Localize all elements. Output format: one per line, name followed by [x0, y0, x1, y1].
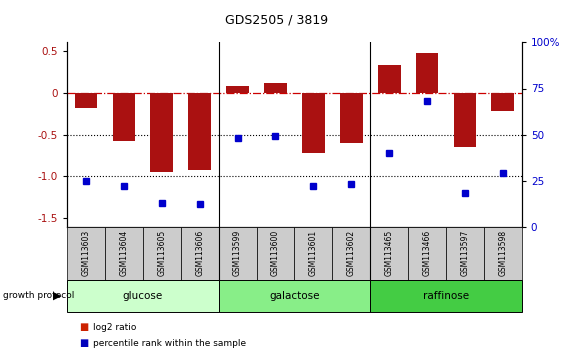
Text: percentile rank within the sample: percentile rank within the sample [93, 339, 247, 348]
Bar [188, 93, 211, 170]
Bar [484, 227, 522, 280]
Bar [491, 93, 514, 111]
Text: GDS2505 / 3819: GDS2505 / 3819 [226, 13, 328, 27]
Text: ■: ■ [79, 338, 88, 348]
Text: galactose: galactose [269, 291, 319, 301]
Text: GSM113602: GSM113602 [347, 230, 356, 276]
Bar [370, 227, 408, 280]
Text: GSM113466: GSM113466 [423, 230, 431, 276]
Text: GSM113605: GSM113605 [157, 230, 166, 276]
Bar [219, 280, 370, 312]
Text: growth protocol: growth protocol [3, 291, 74, 300]
Bar [150, 93, 173, 172]
Bar [378, 65, 401, 93]
Bar [454, 93, 476, 147]
Text: GSM113601: GSM113601 [309, 230, 318, 276]
Text: GSM113603: GSM113603 [82, 230, 90, 276]
Bar [143, 227, 181, 280]
Bar [113, 93, 135, 141]
Text: raffinose: raffinose [423, 291, 469, 301]
Bar [332, 227, 370, 280]
Bar [302, 93, 325, 153]
Text: log2 ratio: log2 ratio [93, 323, 136, 332]
Bar [181, 227, 219, 280]
Bar [257, 227, 294, 280]
Bar [105, 227, 143, 280]
Text: GSM113606: GSM113606 [195, 230, 204, 276]
Text: ■: ■ [79, 322, 88, 332]
Text: GSM113465: GSM113465 [385, 230, 394, 276]
Bar [264, 82, 287, 93]
Bar [219, 227, 257, 280]
Bar [416, 53, 438, 93]
Bar [226, 86, 249, 93]
Text: GSM113600: GSM113600 [271, 230, 280, 276]
Text: GSM113597: GSM113597 [461, 230, 469, 276]
Text: GSM113604: GSM113604 [120, 230, 128, 276]
Bar [446, 227, 484, 280]
Text: GSM113598: GSM113598 [498, 230, 507, 276]
Bar [370, 280, 522, 312]
Text: glucose: glucose [122, 291, 163, 301]
Bar [75, 93, 97, 108]
Bar [294, 227, 332, 280]
Bar [67, 227, 105, 280]
Bar [67, 280, 219, 312]
Text: ▶: ▶ [52, 291, 61, 301]
Bar [408, 227, 446, 280]
Text: GSM113599: GSM113599 [233, 230, 242, 276]
Bar [340, 93, 363, 143]
